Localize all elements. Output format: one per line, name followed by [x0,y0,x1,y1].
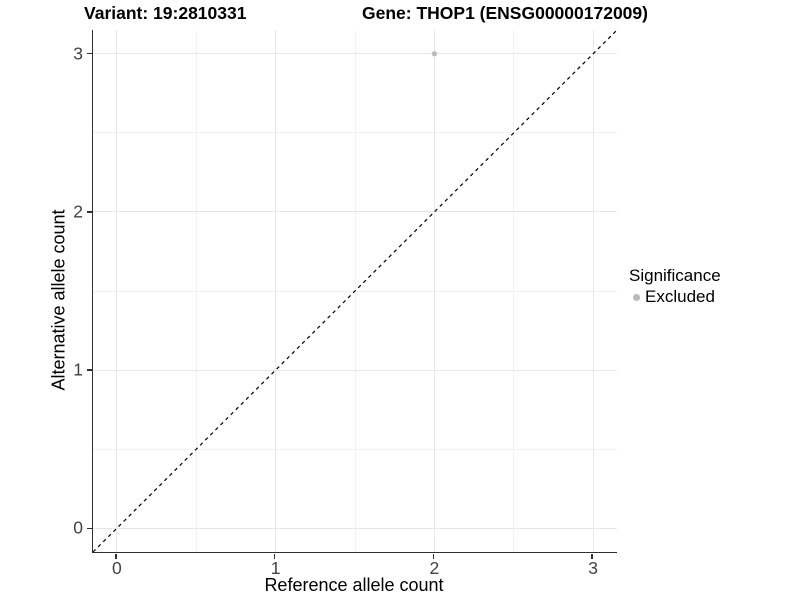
gridline-horizontal-major [93,527,617,529]
legend-title: Significance [629,266,721,285]
gridline-horizontal-minor [93,132,617,134]
y-axis-tick-label: 3 [73,43,83,64]
x-axis-tick-label: 3 [588,558,599,578]
x-axis-tick [273,553,276,559]
plot-panel [92,29,618,553]
x-axis-tick-label: 0 [111,558,122,578]
identity-reference-line [92,29,618,553]
plot-title-variant: Variant: 19:2810331 [84,3,247,23]
x-axis-tick-label: 1 [270,558,281,578]
gridline-vertical-major [433,30,435,552]
y-axis-tick [87,53,92,55]
x-axis-tick [115,553,117,559]
gridline-vertical-major [275,30,277,552]
data-point [431,51,437,57]
gridline-vertical-major [592,30,594,552]
x-axis-tick-label: 2 [429,558,440,578]
x-axis-tick [591,553,593,559]
y-axis-tick-label: 1 [73,359,83,380]
x-axis-title: Reference allele count [264,575,444,595]
gridline-horizontal-major [93,369,617,371]
y-axis-title: Alternative allele count [48,209,69,391]
gridline-horizontal-major [93,53,617,55]
legend-entry: Excluded [629,287,721,307]
plot-svg-layer [92,29,618,553]
gridline-vertical-major [116,30,118,552]
plot-title-gene: Gene: THOP1 (ENSG00000172009) [362,3,648,23]
legend-point-icon [633,293,640,301]
y-axis-tick [87,527,92,529]
legend-entry-label: Excluded [645,287,715,306]
y-axis-tick [87,211,92,213]
y-axis-tick-label: 2 [73,201,83,222]
x-axis-tick [432,553,435,559]
y-axis-tick-label: 0 [73,517,83,538]
legend: Significance Excluded [629,266,721,307]
gridline-horizontal-minor [93,448,617,450]
gridline-horizontal-major [93,211,617,213]
y-axis-tick [87,369,92,371]
